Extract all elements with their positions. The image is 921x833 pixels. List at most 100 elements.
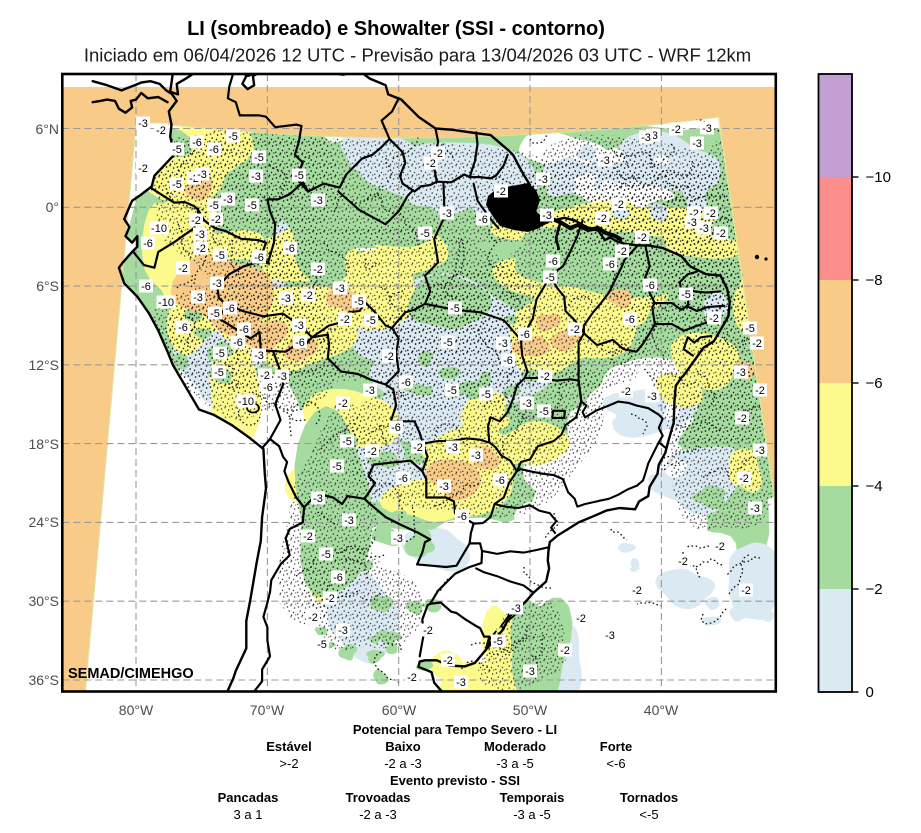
svg-text:-2: -2: [597, 213, 607, 225]
svg-text:-5: -5: [215, 250, 225, 262]
svg-text:-5: -5: [443, 337, 453, 349]
svg-text:-5: -5: [254, 152, 264, 164]
svg-text:-3: -3: [281, 293, 291, 305]
svg-text:SEMAD/CIMEHGO: SEMAD/CIMEHGO: [68, 666, 194, 682]
svg-text:-2: -2: [325, 593, 335, 605]
svg-text:-2: -2: [739, 473, 749, 485]
svg-text:-5: -5: [228, 131, 238, 143]
svg-text:-2 a -3: -2 a -3: [359, 807, 397, 822]
svg-text:-2: -2: [741, 585, 751, 597]
svg-text:-2: -2: [367, 446, 377, 458]
svg-text:-2: -2: [689, 208, 699, 220]
svg-text:-2: -2: [570, 324, 580, 336]
svg-text:-6: -6: [333, 572, 343, 584]
svg-text:-2: -2: [621, 386, 631, 398]
svg-text:-3: -3: [456, 677, 466, 689]
svg-text:-5: -5: [366, 315, 376, 327]
svg-text:-3: -3: [313, 195, 323, 207]
svg-text:-6: -6: [285, 243, 295, 255]
svg-text:-5: -5: [545, 272, 555, 284]
svg-text:-2: -2: [178, 263, 188, 275]
svg-text:40°W: 40°W: [644, 702, 679, 718]
svg-text:-2: -2: [715, 541, 725, 553]
svg-text:-2: -2: [540, 371, 550, 383]
svg-text:-6: -6: [548, 256, 558, 268]
svg-text:LI (sombreado) e Showalter (SS: LI (sombreado) e Showalter (SSI - contor…: [187, 18, 605, 40]
svg-text:-5: -5: [745, 323, 755, 335]
svg-text:-3: -3: [641, 132, 651, 144]
svg-text:-5: -5: [247, 200, 257, 212]
svg-text:-2: -2: [576, 613, 586, 625]
svg-text:-5: -5: [215, 348, 225, 360]
svg-text:-3 a -5: -3 a -5: [513, 807, 551, 822]
svg-text:-2: -2: [407, 672, 417, 684]
svg-text:-5: -5: [172, 179, 182, 191]
svg-text:-2: -2: [716, 228, 726, 240]
svg-text:-2: -2: [614, 199, 624, 211]
svg-text:-2: -2: [632, 585, 642, 597]
svg-text:-3: -3: [193, 292, 203, 304]
svg-text:-6: -6: [143, 238, 153, 250]
svg-text:-3: -3: [605, 630, 615, 642]
svg-text:-2: -2: [617, 246, 627, 258]
svg-text:-6: -6: [605, 259, 615, 271]
svg-text:-3: -3: [365, 385, 375, 397]
svg-text:Iniciado em 06/04/2026 12 UTC: Iniciado em 06/04/2026 12 UTC - Previsão…: [84, 45, 751, 66]
svg-text:-2: -2: [303, 290, 313, 302]
svg-text:-3: -3: [223, 194, 233, 206]
svg-text:-6: -6: [178, 322, 188, 334]
svg-text:-6: -6: [225, 303, 235, 315]
svg-text:-2: -2: [709, 313, 719, 325]
svg-text:-5: -5: [210, 308, 220, 320]
svg-text:36°S: 36°S: [28, 672, 59, 688]
svg-text:-2: -2: [338, 398, 348, 410]
svg-text:−6: −6: [866, 375, 883, 392]
svg-text:70°W: 70°W: [250, 702, 285, 718]
svg-text:-3: -3: [498, 338, 508, 350]
svg-text:-6: -6: [457, 511, 467, 523]
svg-text:-3: -3: [338, 625, 348, 637]
svg-text:-5: -5: [539, 406, 549, 418]
svg-text:Moderado: Moderado: [484, 739, 546, 754]
svg-text:-5: -5: [447, 385, 457, 397]
svg-text:-5: -5: [317, 639, 327, 651]
svg-text:-10: -10: [238, 396, 254, 408]
svg-text:-3: -3: [755, 445, 765, 457]
svg-text:Evento previsto - SSI: Evento previsto - SSI: [390, 773, 520, 788]
svg-text:-3: -3: [647, 391, 657, 403]
svg-text:-2: -2: [313, 264, 323, 276]
svg-text:-3: -3: [393, 533, 403, 545]
svg-text:-3: -3: [197, 169, 207, 181]
svg-text:-3: -3: [692, 138, 702, 150]
svg-text:-2: -2: [426, 158, 436, 170]
svg-text:-6: -6: [398, 473, 408, 485]
svg-text:-5: -5: [172, 144, 182, 156]
svg-text:-5: -5: [681, 289, 691, 301]
svg-text:50°W: 50°W: [513, 702, 548, 718]
svg-text:-5: -5: [342, 436, 352, 448]
svg-text:-2: -2: [303, 531, 313, 543]
svg-text:-3: -3: [277, 371, 287, 383]
svg-text:−10: −10: [866, 169, 891, 186]
svg-text:Potencial para Tempo Severo -: Potencial para Tempo Severo - LI: [353, 722, 557, 737]
svg-text:<-5: <-5: [639, 807, 658, 822]
svg-text:-2: -2: [156, 125, 166, 137]
svg-text:-5: -5: [294, 170, 304, 182]
svg-text:-6: -6: [263, 382, 273, 394]
svg-text:0: 0: [866, 684, 874, 701]
svg-text:-5: -5: [214, 367, 224, 379]
svg-text:-3: -3: [750, 503, 760, 515]
svg-text:-2: -2: [211, 214, 221, 226]
svg-text:0°: 0°: [46, 199, 59, 215]
svg-text:Baixo: Baixo: [385, 739, 420, 754]
svg-text:-6: -6: [239, 324, 249, 336]
svg-text:-2: -2: [433, 148, 443, 160]
svg-text:-6: -6: [192, 137, 202, 149]
svg-text:-2: -2: [678, 556, 688, 568]
svg-text:-3: -3: [511, 603, 521, 615]
svg-text:24°S: 24°S: [28, 514, 59, 530]
svg-text:-3: -3: [344, 515, 354, 527]
svg-text:-3: -3: [313, 493, 323, 505]
svg-text:-2: -2: [423, 625, 433, 637]
svg-text:-3: -3: [335, 283, 345, 295]
